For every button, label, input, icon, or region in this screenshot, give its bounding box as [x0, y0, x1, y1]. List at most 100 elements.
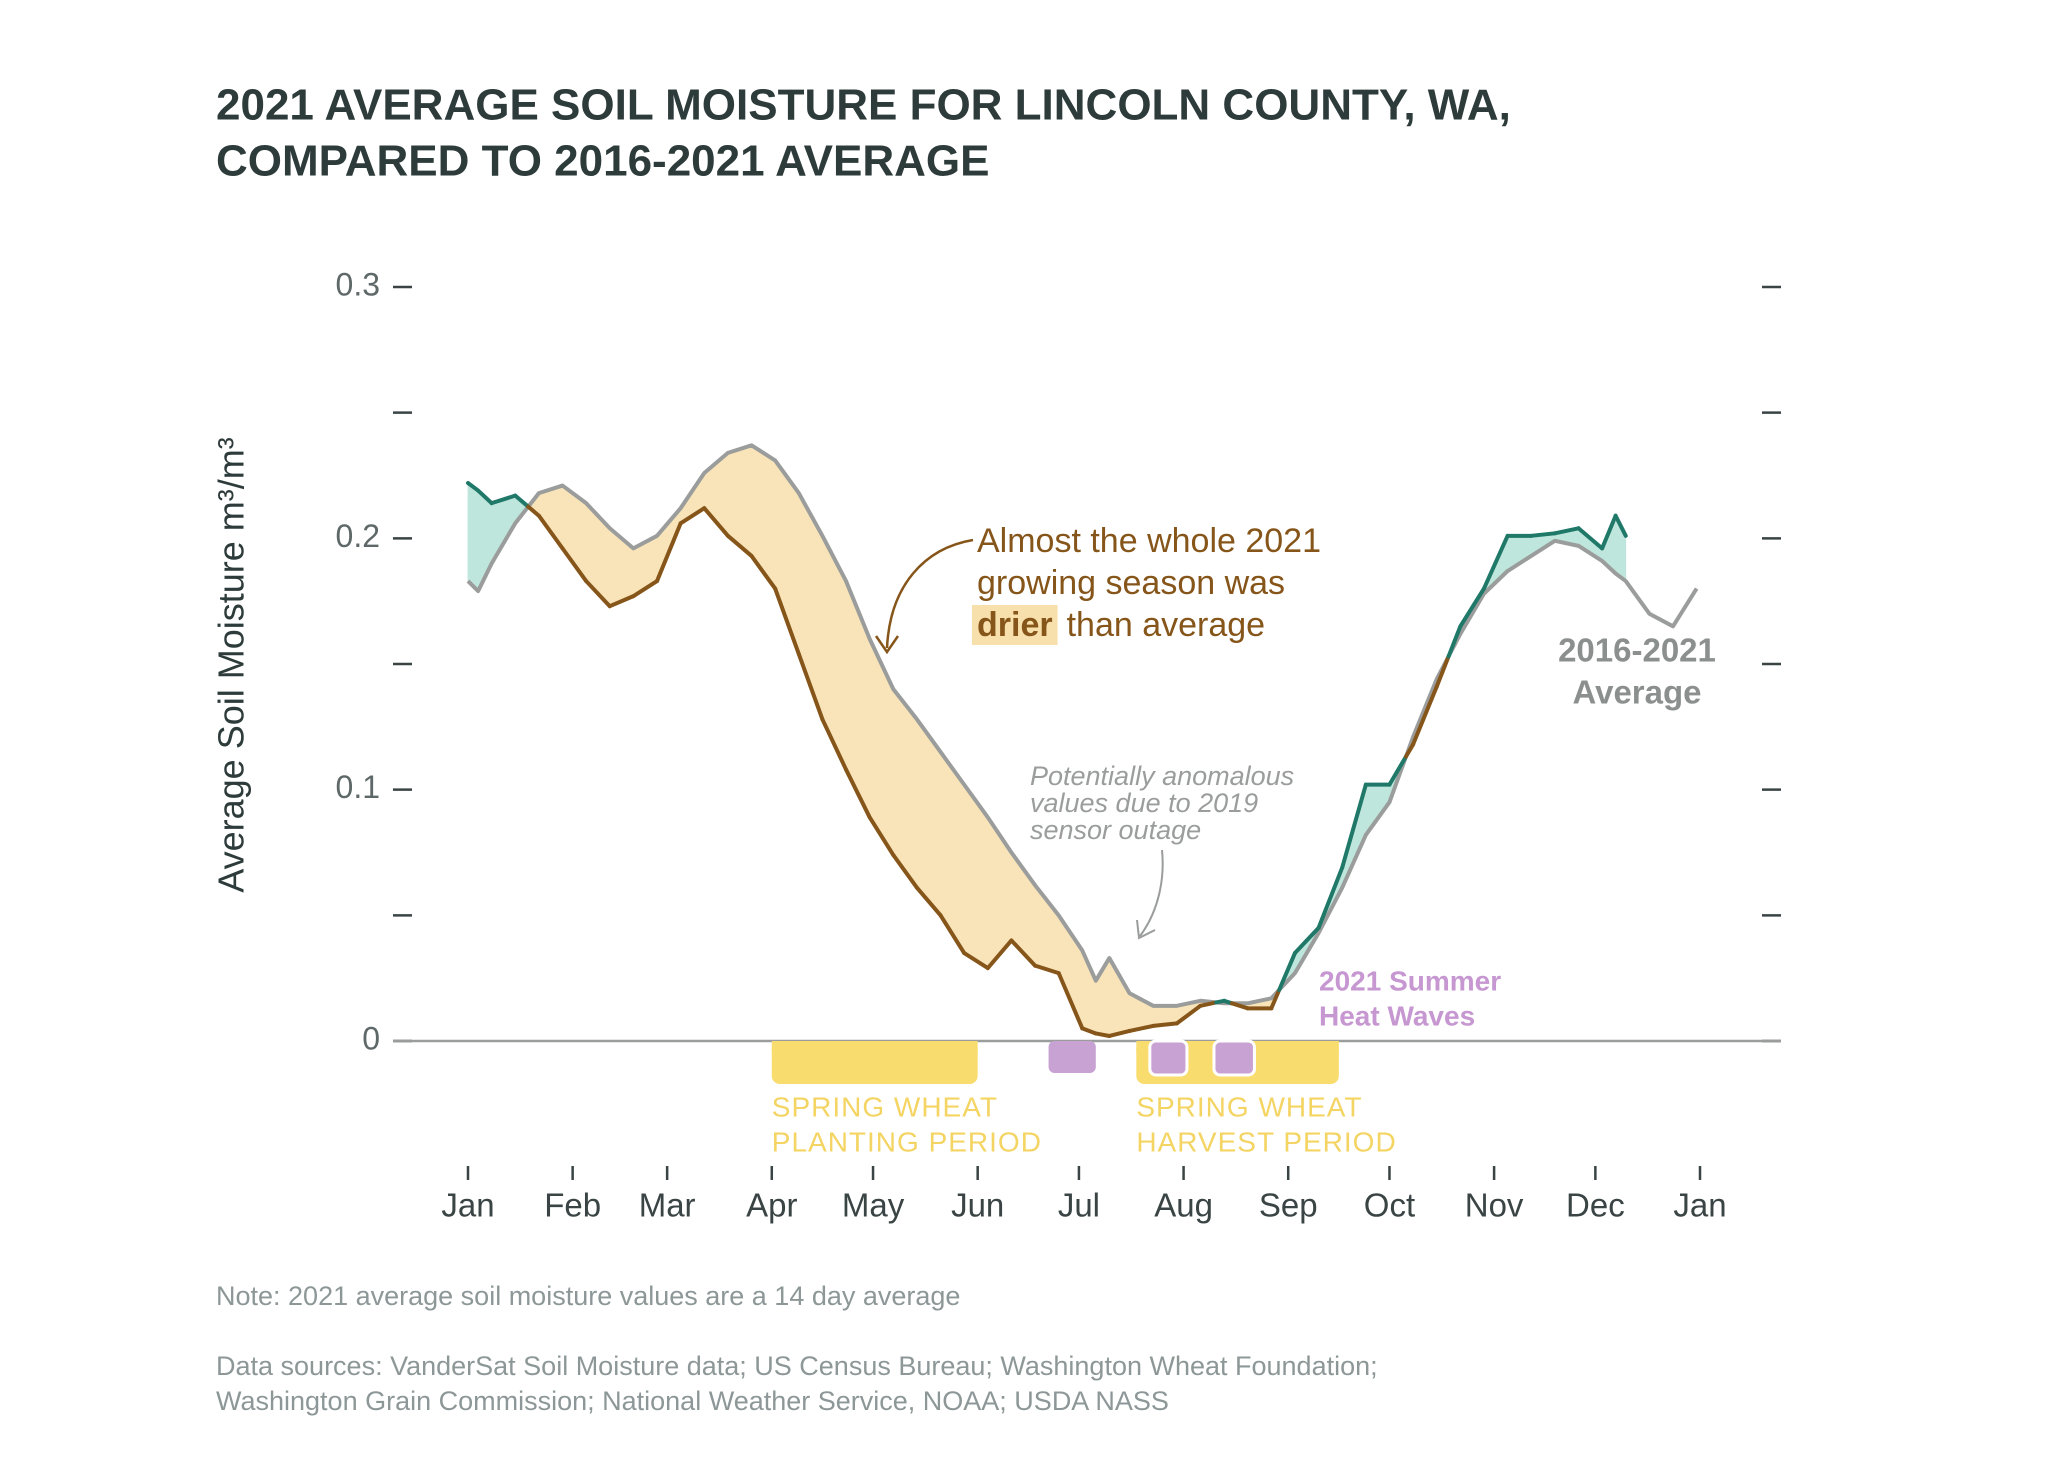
- series-2021-line: [678, 506, 707, 526]
- series-2021-line: [1411, 684, 1439, 747]
- y-tick-label: 0: [362, 1020, 380, 1056]
- sources: Washington Grain Commission; National We…: [216, 1386, 1169, 1416]
- series-2021-line: [1277, 951, 1297, 992]
- annotation-sensor: values due to 2019: [1030, 788, 1258, 818]
- y-tick-label: 0.2: [336, 518, 380, 554]
- series-2021-line: [1198, 1000, 1219, 1008]
- series-2021-line: [1458, 586, 1486, 629]
- series-2021-line: [1613, 513, 1628, 538]
- series-2021-line: [1446, 624, 1463, 659]
- series-2021-line: [489, 493, 518, 506]
- series-2021-line: [1080, 1026, 1098, 1036]
- x-tick-label: May: [842, 1187, 905, 1224]
- series-2021-line: [1529, 531, 1557, 538]
- series-2021-line: [725, 533, 754, 558]
- period-label: HARVEST PERIOD: [1136, 1126, 1396, 1157]
- series-2021-line: [820, 717, 849, 772]
- heat-wave-bar: [1212, 1039, 1256, 1077]
- note: Note: 2021 average soil moisture values …: [216, 1281, 960, 1311]
- x-tick-label: Apr: [746, 1187, 797, 1224]
- series-2021-line: [1552, 526, 1581, 536]
- series-2021-line: [1576, 526, 1605, 551]
- series-2021-line: [962, 951, 990, 971]
- x-tick-label: Aug: [1154, 1187, 1213, 1224]
- x-tick-label: Jul: [1058, 1187, 1100, 1224]
- series-2021-line: [466, 481, 481, 493]
- series-2021-line: [1229, 1001, 1250, 1011]
- series-2021-line: [1600, 513, 1618, 551]
- series-2021-line: [1340, 782, 1368, 870]
- arrow-head: [874, 635, 900, 655]
- series-2021-line: [1056, 971, 1085, 1031]
- y-axis-label: Average Soil Moisture m³/m³: [211, 437, 252, 892]
- series-2021-line: [1009, 938, 1038, 968]
- series-2021-line: [1033, 963, 1061, 976]
- series-2021-line: [631, 579, 660, 599]
- highlight-box: [972, 604, 1058, 645]
- series-2021-line: [891, 853, 919, 890]
- arrow: [885, 538, 974, 649]
- series-2021-line: [536, 513, 565, 551]
- series-2021-line: [985, 938, 1014, 971]
- series-2021-line: [513, 493, 531, 509]
- arrow: [1139, 849, 1164, 937]
- series-2021-line: [560, 546, 589, 584]
- series-label: Average: [1572, 674, 1701, 711]
- series-2021-line: [1269, 987, 1282, 1011]
- series-2021-line: [1174, 1003, 1203, 1026]
- heat-wave-label: Heat Waves: [1319, 1000, 1475, 1031]
- series-2021-line: [867, 815, 896, 858]
- series-label: 2016-2021: [1558, 632, 1716, 669]
- x-tick-label: Feb: [544, 1187, 601, 1224]
- annotation: Almost the whole 2021: [977, 522, 1321, 560]
- y-tick-label: 0.1: [336, 769, 380, 805]
- series-2021-line: [1107, 1028, 1132, 1038]
- x-tick-label: Oct: [1364, 1187, 1415, 1224]
- x-tick-label: Sep: [1259, 1187, 1318, 1224]
- arrow-head: [1136, 919, 1156, 940]
- period-label: SPRING WHEAT: [772, 1091, 998, 1122]
- series-2021-line: [1093, 1031, 1112, 1038]
- difference-area: [467, 482, 479, 593]
- series-2021-line: [702, 506, 730, 538]
- series-2021-line: [1404, 742, 1416, 759]
- x-tick-label: Mar: [639, 1187, 696, 1224]
- average-line: [466, 443, 1699, 1008]
- heat-wave-bar: [1148, 1039, 1189, 1077]
- chart-title: 2021 AVERAGE SOIL MOISTURE FOR LINCOLN C…: [216, 81, 1511, 130]
- chart-title: COMPARED TO 2016-2021 AVERAGE: [216, 137, 990, 186]
- y-tick-label: 0.3: [336, 266, 380, 302]
- series-2021-line: [655, 521, 683, 584]
- annotation: than average: [1067, 606, 1266, 644]
- series-2021-line: [1434, 654, 1451, 689]
- series-2021-line: [749, 553, 778, 591]
- annotation-highlight: drier: [977, 606, 1053, 644]
- x-tick-label: Jan: [441, 1187, 494, 1224]
- series-2021-line: [773, 586, 801, 656]
- series-2021-line: [584, 579, 612, 609]
- x-tick-label: Jun: [951, 1187, 1004, 1224]
- x-tick-label: Dec: [1566, 1187, 1625, 1224]
- series-2021-line: [914, 885, 943, 918]
- series-2021-line: [1292, 925, 1321, 956]
- series-2021-line: [796, 651, 825, 722]
- x-tick-label: Nov: [1465, 1187, 1524, 1224]
- heat-wave-bar: [1048, 1041, 1096, 1073]
- series-2021-line: [1316, 865, 1345, 930]
- series-2021-line: [607, 594, 636, 609]
- period-label: PLANTING PERIOD: [772, 1126, 1042, 1157]
- x-tick-label: Jan: [1673, 1187, 1726, 1224]
- heat-wave-label: 2021 Summer: [1319, 965, 1501, 996]
- series-2021-line: [938, 913, 967, 956]
- series-2021-line: [844, 767, 872, 820]
- period-bar-top: [771, 1041, 978, 1053]
- series-2021-line: [526, 504, 541, 518]
- sources: Data sources: VanderSat Soil Moisture da…: [216, 1351, 1378, 1381]
- annotation-sensor: sensor outage: [1030, 815, 1201, 845]
- annotation-sensor: Potentially anomalous: [1030, 761, 1294, 791]
- series-2021-line: [476, 488, 494, 506]
- series-2021-line: [1481, 533, 1510, 591]
